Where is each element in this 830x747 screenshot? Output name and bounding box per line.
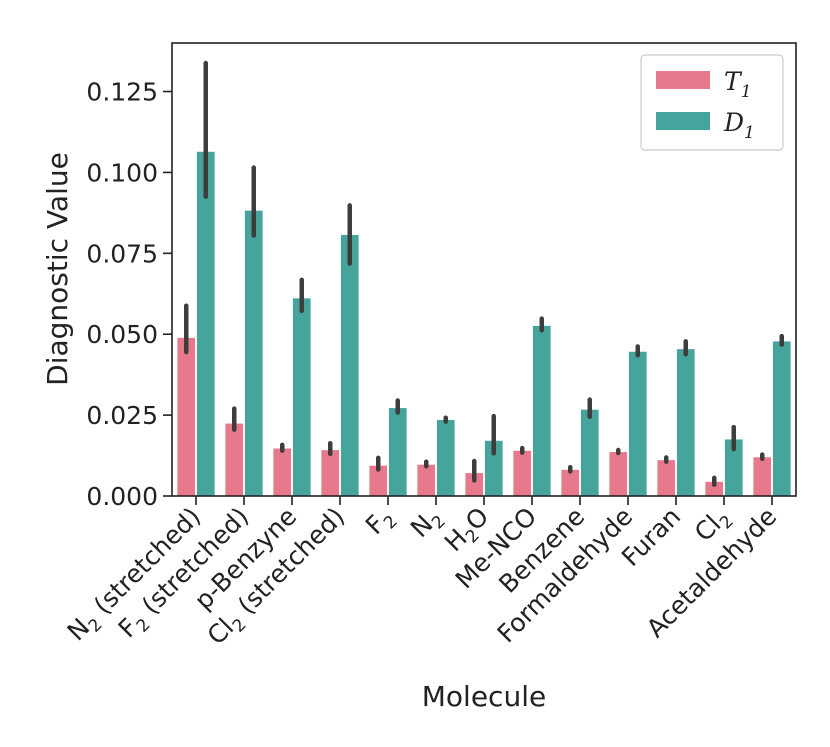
legend-box xyxy=(640,54,784,151)
y-tick-label: 0.100 xyxy=(86,158,158,187)
bar-t1 xyxy=(656,459,676,497)
y-tick-label: 0.025 xyxy=(86,401,158,430)
bar-t1 xyxy=(416,463,436,497)
bar-t1 xyxy=(320,449,340,497)
bar-t1 xyxy=(176,337,196,497)
y-tick-label: 0.000 xyxy=(86,482,158,511)
bar-d1 xyxy=(292,297,312,497)
bar-d1 xyxy=(532,325,552,497)
legend-swatch-t1 xyxy=(656,71,710,89)
y-axis-label: Diagnostic Value xyxy=(41,152,74,386)
y-tick-label: 0.050 xyxy=(86,320,158,349)
legend: T1 D1 xyxy=(640,54,784,151)
bar-d1 xyxy=(388,407,408,497)
y-tick-label: 0.075 xyxy=(86,239,158,268)
bar-d1 xyxy=(676,348,696,497)
bar-t1 xyxy=(224,422,244,497)
bar-d1 xyxy=(340,234,360,497)
bar-t1 xyxy=(512,449,532,497)
bars xyxy=(176,150,792,497)
legend-label-t1: T1 xyxy=(724,67,752,102)
bar-d1 xyxy=(196,150,216,497)
bar-t1 xyxy=(752,456,772,497)
bar-t1 xyxy=(608,451,628,497)
bar-d1 xyxy=(580,408,600,497)
legend-label-d1: D1 xyxy=(723,108,755,143)
bar-d1 xyxy=(772,340,792,497)
bar-t1 xyxy=(272,447,292,497)
bar-d1 xyxy=(244,209,264,497)
error-bars xyxy=(184,60,784,487)
x-axis-ticks xyxy=(195,496,773,505)
bar-d1 xyxy=(436,419,456,497)
x-tick-labels: N2 (stretched)F2 (stretched)p-BenzyneCl2… xyxy=(62,502,783,651)
x-axis-label: Molecule xyxy=(422,680,546,713)
y-tick-label: 0.125 xyxy=(86,78,158,107)
x-tick-label: F2 xyxy=(360,502,402,544)
y-axis-ticks: 0.000 0.025 0.050 0.075 0.100 0.125 xyxy=(86,78,172,511)
bar-d1 xyxy=(628,350,648,497)
legend-swatch-d1 xyxy=(656,112,710,130)
